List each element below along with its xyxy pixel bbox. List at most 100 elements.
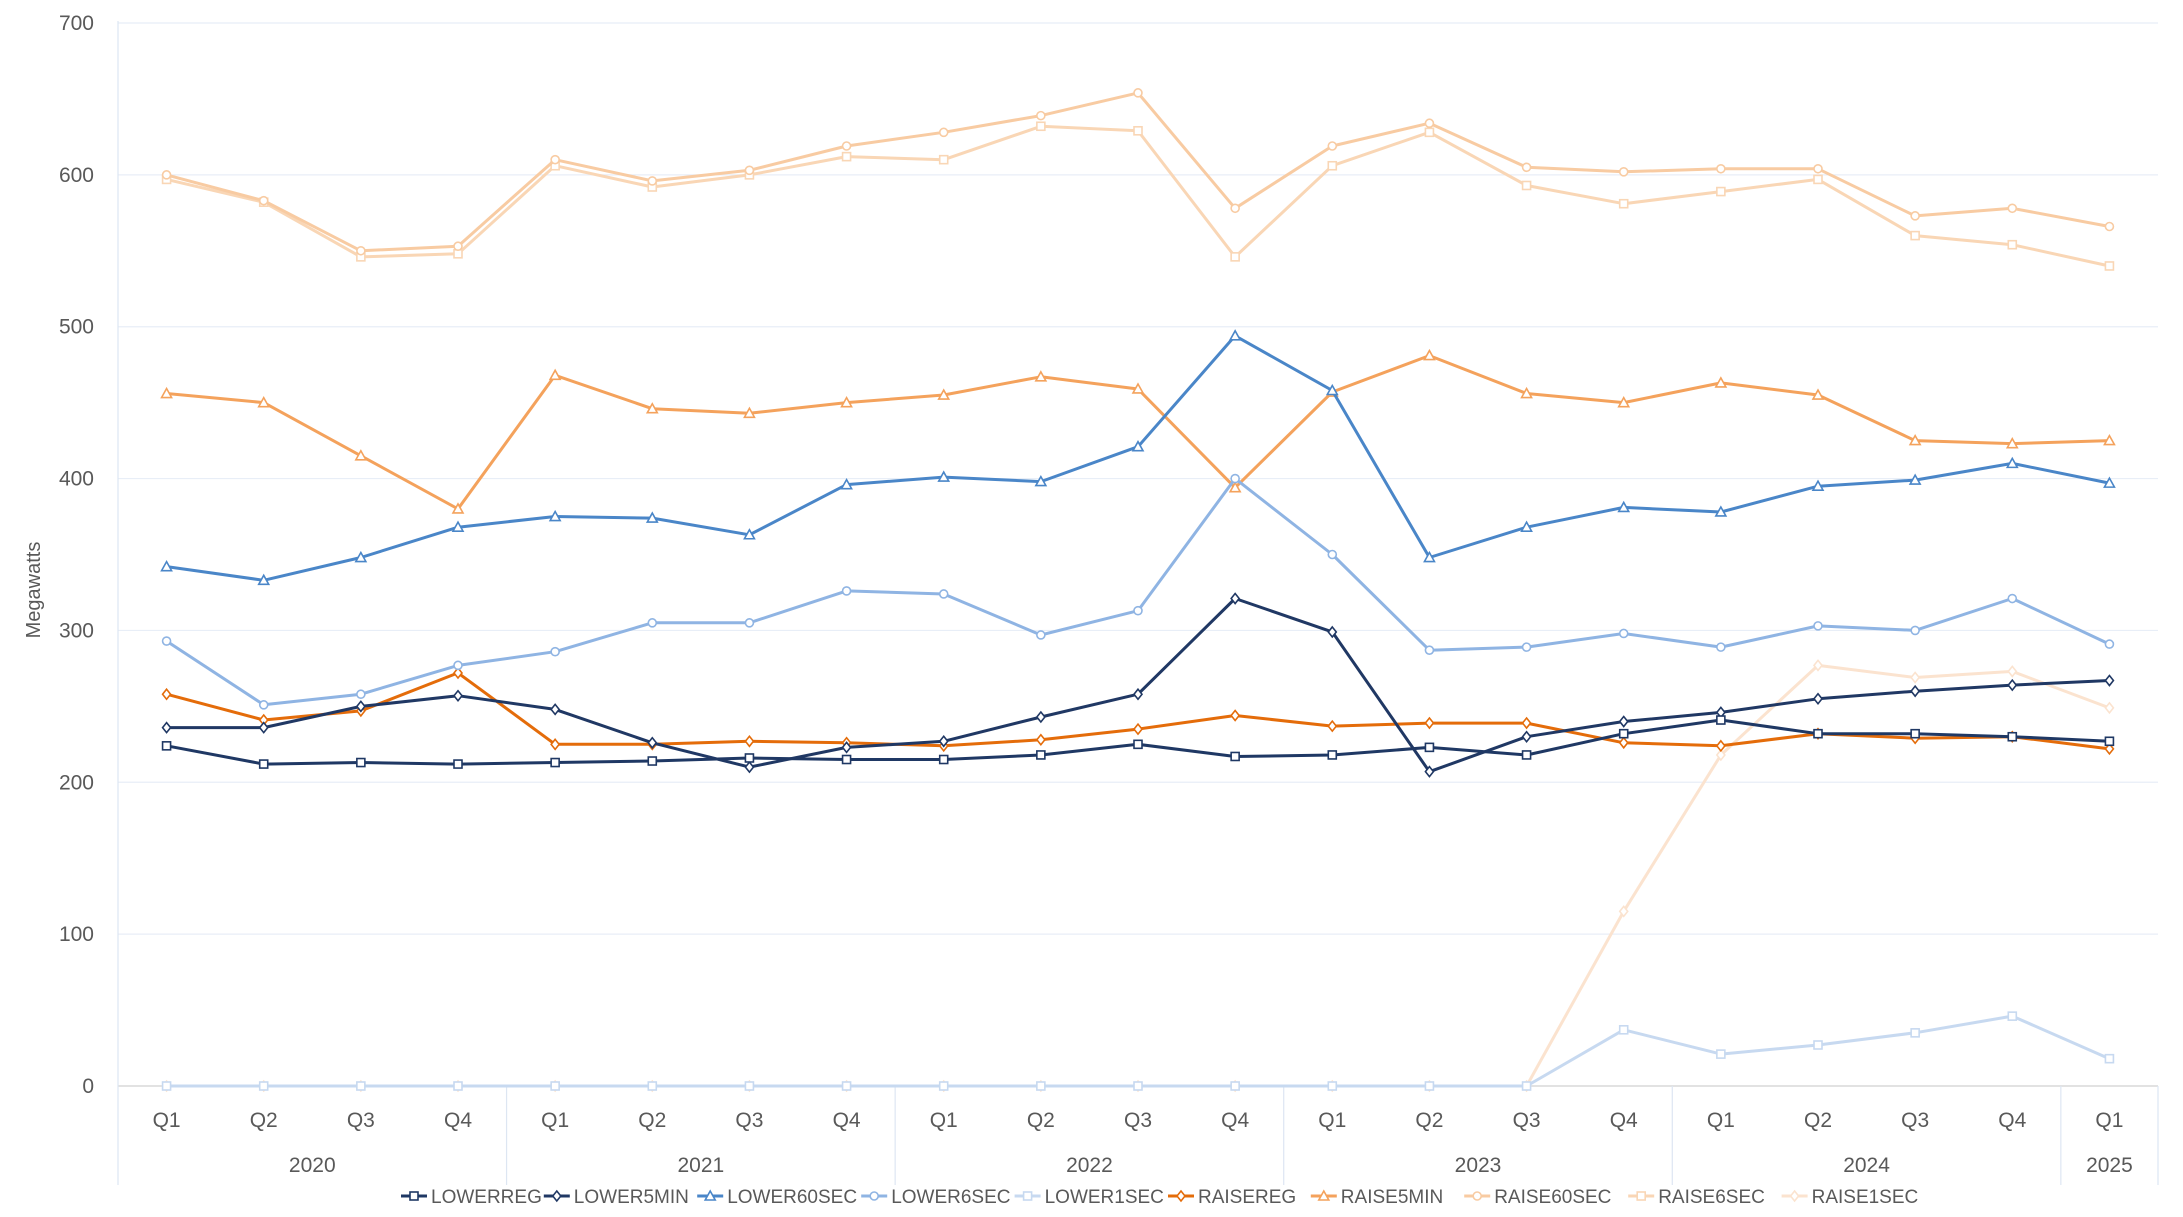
data-point [744,753,755,763]
legend-label: RAISE60SEC [1494,1187,1611,1208]
x-tick-label: Q1 [541,1109,569,1132]
data-point [1230,1081,1240,1091]
data-point [1132,722,1144,736]
data-point [841,586,852,596]
data-point [1228,329,1242,341]
data-point [1908,473,1922,485]
data-point [1618,736,1629,750]
legend-item-raise60sec[interactable]: RAISE60SEC [1464,1187,1611,1208]
legend-item-raisereg[interactable]: RAISEREG [1168,1187,1296,1208]
data-point [647,618,658,628]
data-point [869,1191,880,1201]
data-point [1133,126,1143,136]
legend-item-raise5min[interactable]: RAISE5MIN [1310,1187,1443,1208]
data-point [550,1081,560,1091]
legend-item-lowerreg[interactable]: LOWERREG [401,1187,542,1208]
data-point [1230,203,1240,214]
data-point [1910,684,1921,698]
data-point [1813,163,1823,174]
legend: LOWERREG LOWER5MIN LOWER60SEC LOWER6SEC LOWE… [401,1187,1918,1208]
x-tick-label: Q4 [1998,1109,2026,1132]
data-point [1908,433,1922,446]
data-point [1228,481,1242,493]
data-point [354,449,368,461]
data-point [160,560,173,572]
series-line [166,334,2110,582]
legend-label: RAISE6SEC [1658,1187,1765,1208]
data-point [161,741,172,751]
data-point [1423,348,1436,361]
data-point [1034,370,1048,382]
x-tick-label: Q3 [1513,1109,1541,1132]
data-point [1327,160,1338,171]
data-point [452,689,464,703]
legend-item-raise6sec[interactable]: RAISE6SEC [1628,1187,1765,1208]
x-tick-label: Q1 [1707,1109,1735,1132]
data-point [2103,476,2116,488]
data-point [550,703,561,716]
legend-label: LOWER6SEC [891,1187,1010,1208]
data-point [1424,645,1435,655]
data-point [1715,748,1726,762]
data-point [1327,549,1338,560]
y-tick-label: 600 [59,164,94,187]
data-point [451,502,465,514]
data-point [1910,1028,1920,1038]
data-point [1230,252,1240,262]
data-point [258,721,269,734]
data-point [841,141,852,151]
x-tick-label: Q3 [1124,1109,1152,1132]
legend-item-lower6sec[interactable]: LOWER6SEC [861,1187,1011,1208]
x-tick-label: Q3 [1901,1109,1929,1132]
data-point [1175,1189,1187,1203]
data-point [2007,239,2018,250]
data-point [937,470,951,482]
data-point [840,395,853,408]
data-point [1035,733,1046,747]
data-point [356,245,366,256]
data-point [1812,659,1824,672]
data-point [1036,750,1046,760]
data-point [2007,203,2018,214]
data-point [452,666,464,680]
data-point [1618,715,1629,728]
legend-item-lower60sec[interactable]: LOWER60SEC [697,1187,857,1208]
data-point [1133,88,1143,98]
series-lower5min [161,592,2115,778]
legend-label: LOWER5MIN [574,1187,689,1208]
data-point [258,1081,269,1091]
series-lower6sec [161,473,2115,710]
data-point [548,509,562,522]
data-point [841,741,852,754]
data-point [355,700,366,713]
legend-item-lower5min[interactable]: LOWER5MIN [543,1187,689,1208]
legend-item-lower1sec[interactable]: LOWER1SEC [1014,1187,1164,1208]
legend-item-raise1sec[interactable]: RAISE1SEC [1781,1187,1919,1208]
x-tick-label: Q2 [1415,1109,1443,1132]
data-point [647,1081,658,1091]
data-point [1618,167,1629,177]
year-label: 2024 [1843,1154,1890,1177]
data-point [2104,1053,2115,1064]
year-label: 2023 [1455,1154,1502,1177]
x-tick-label: Q4 [444,1109,472,1132]
data-point [1618,198,1629,209]
data-point [1472,1191,1482,1201]
data-point [2104,742,2115,756]
data-point [1521,716,1532,730]
data-point [1521,642,1532,652]
data-point [1812,692,1824,706]
y-tick-label: 300 [59,619,94,642]
data-point [744,735,755,748]
data-point [1617,395,1631,408]
x-tick-label: Q3 [347,1109,375,1132]
data-point [841,151,852,162]
legend-label: LOWER1SEC [1045,1187,1164,1208]
data-point [1910,625,1920,636]
data-point [2103,433,2116,446]
data-point [1521,730,1532,744]
data-point [1813,1040,1823,1050]
y-tick-label: 700 [59,12,94,35]
data-point [840,477,853,490]
